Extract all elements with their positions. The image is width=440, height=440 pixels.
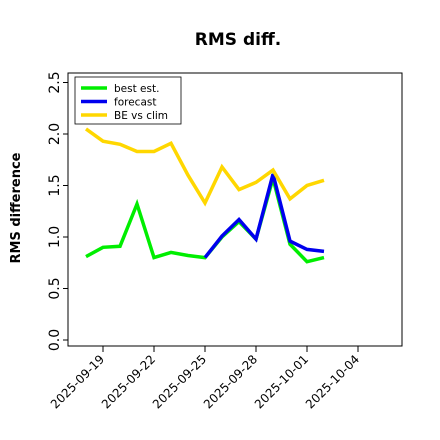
x-tick-label: 2025-09-28: [201, 352, 260, 411]
chart-title: RMS diff.: [195, 30, 281, 50]
legend-label: best est.: [114, 83, 159, 95]
y-tick-label: 1.0: [47, 226, 63, 248]
x-tick-label: 2025-09-22: [99, 352, 158, 411]
series-line-1: [85, 171, 325, 264]
y-tick-label: 1.5: [47, 174, 63, 196]
x-tick-label: 2025-10-01: [252, 352, 311, 411]
x-tick-label: 2025-10-04: [303, 352, 362, 411]
series-line-3: [84, 127, 325, 207]
series-lines: [84, 127, 325, 264]
y-tick-label: 2.0: [47, 123, 63, 145]
y-tick-label: 0.5: [47, 277, 63, 299]
legend-label: forecast: [114, 97, 156, 109]
x-tick-label: 2025-09-19: [48, 352, 107, 411]
y-tick-label: 0.0: [47, 329, 63, 351]
series-line-2: [203, 173, 325, 259]
plot-area: [67, 72, 403, 347]
y-axis-label: RMS difference: [9, 152, 24, 263]
x-axis: 2025-09-192025-09-222025-09-252025-09-28…: [48, 346, 362, 411]
x-tick-label: 2025-09-25: [150, 352, 209, 411]
y-axis: 0.0 0.5 1.0 1.5 2.0 2.5: [47, 71, 68, 351]
y-tick-label: 2.5: [47, 71, 63, 93]
legend-label: BE vs clim: [114, 110, 168, 122]
